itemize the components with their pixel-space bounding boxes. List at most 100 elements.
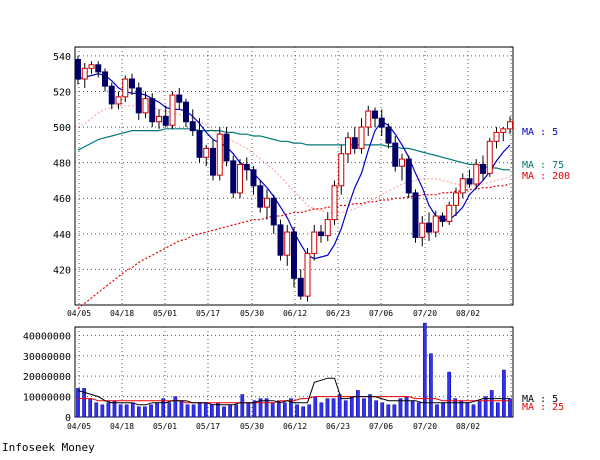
volume-bar-58 (429, 353, 433, 418)
candle-body-51 (419, 222, 426, 238)
candle-body-20 (210, 147, 216, 176)
volume-bar-30 (258, 398, 263, 418)
volume-legend: MA : 5MA : 25 (522, 394, 564, 413)
volume-bar-42 (331, 398, 336, 418)
candle-body-33 (297, 277, 304, 297)
volume-bar-47 (362, 398, 366, 418)
volume-bar-66 (477, 400, 482, 418)
candle-body-54 (439, 215, 446, 222)
volume-x-ticks: 04/05 04/18 05/01 05/17 05/30 06/12 06/23 07/06… (67, 422, 480, 431)
volume-bar-29 (252, 400, 257, 418)
volume-xtick-6: 06/23 (326, 422, 350, 431)
candle-body-38 (331, 185, 338, 221)
volume-ytick-0: 40000000 (23, 331, 71, 342)
price-xtick-6: 06/23 (326, 309, 350, 318)
candle-body-24 (237, 163, 243, 194)
candle-body-36 (318, 231, 324, 237)
volume-y-ticks: 40000000 30000000 20000000 10000000 0 (23, 331, 71, 424)
price-ytick-3: 480 (53, 159, 71, 170)
candle-body-18 (196, 130, 203, 158)
ma75-line (77, 128, 510, 171)
volume-bar-19 (191, 404, 196, 418)
volume-bar-34 (283, 402, 287, 418)
volume-bar-15 (167, 402, 172, 418)
volume-bar-35 (289, 398, 293, 418)
volume-xtick-5: 06/12 (283, 422, 307, 431)
volume-bar-65 (471, 404, 476, 418)
volume-ma5-line (77, 377, 510, 406)
volume-bar-27 (240, 394, 245, 418)
volume-xtick-4: 05/30 (240, 422, 264, 431)
volume-xtick-9: 08/02 (456, 422, 480, 431)
volume-bar-11 (143, 406, 147, 418)
candle-body-46 (385, 126, 392, 144)
volume-ytick-3: 10000000 (23, 393, 71, 404)
price-candles (75, 55, 513, 302)
volume-bar-13 (155, 402, 159, 418)
volume-bar-25 (228, 404, 232, 418)
volume-bars (76, 322, 512, 418)
volume-bar-61 (447, 371, 452, 418)
volume-bar-64 (465, 402, 470, 418)
candle-body-40 (345, 137, 351, 155)
candle-body-27 (257, 185, 264, 208)
price-x-ticks: 04/05 04/18 05/01 05/17 05/30 06/12 06/23 07/06… (67, 309, 480, 318)
volume-bar-1 (82, 388, 86, 418)
volume-bar-62 (453, 398, 458, 418)
price-y-ticks: 540 520 500 480 460 440 420 (53, 52, 71, 277)
volume-bar-54 (404, 396, 409, 418)
volume-xtick-0: 04/05 (67, 422, 91, 431)
ma200-line (77, 183, 511, 310)
volume-bar-20 (197, 402, 202, 418)
volume-bar-17 (179, 400, 184, 418)
candle-body-63 (500, 128, 507, 133)
volume-bar-57 (422, 322, 427, 418)
candle-body-17 (189, 121, 196, 132)
price-grid (74, 46, 514, 306)
candle-body-55 (446, 204, 453, 222)
candle-body-37 (324, 219, 331, 237)
volume-bar-14 (161, 398, 166, 418)
candle-body-1 (81, 67, 88, 80)
volume-bar-8 (124, 404, 129, 418)
price-frame (74, 46, 514, 306)
volume-bar-18 (185, 404, 190, 418)
volume-bar-2 (88, 398, 93, 418)
volume-xtick-2: 05/01 (153, 422, 177, 431)
candle-body-15 (176, 94, 183, 103)
candle-body-50 (412, 192, 419, 238)
volume-moving-averages (77, 377, 510, 406)
price-ytick-0: 540 (53, 52, 71, 63)
price-legend-1: MA : 75 (522, 160, 564, 171)
volume-bar-4 (100, 404, 105, 418)
candle-body-7 (122, 78, 129, 98)
volume-bar-55 (410, 400, 415, 418)
candle-body-12 (156, 115, 162, 123)
price-xtick-0: 04/05 (67, 309, 91, 318)
candle-body-41 (351, 137, 358, 149)
price-xtick-4: 05/30 (240, 309, 264, 318)
price-xtick-2: 05/01 (153, 309, 177, 318)
volume-bar-22 (210, 404, 214, 418)
volume-bar-48 (368, 394, 372, 418)
price-legend-2: MA : 200 (522, 171, 570, 182)
candle-body-4 (102, 71, 108, 87)
volume-xtick-1: 04/18 (110, 422, 134, 431)
candle-body-13 (162, 115, 169, 126)
candle-body-5 (108, 85, 115, 105)
candle-body-52 (426, 222, 432, 233)
candle-body-10 (142, 98, 149, 114)
price-xtick-8: 07/20 (413, 309, 437, 318)
candle-body-47 (392, 142, 399, 167)
price-ytick-4: 460 (53, 194, 71, 205)
candle-body-60 (480, 163, 486, 174)
candle-body-56 (453, 192, 459, 206)
candle-body-32 (291, 231, 297, 279)
candle-body-0 (75, 58, 81, 80)
price-xtick-1: 04/18 (110, 309, 134, 318)
volume-xtick-3: 05/17 (196, 422, 220, 431)
volume-bar-49 (374, 400, 378, 418)
candle-body-48 (399, 158, 405, 167)
volume-xtick-8: 07/20 (413, 422, 437, 431)
